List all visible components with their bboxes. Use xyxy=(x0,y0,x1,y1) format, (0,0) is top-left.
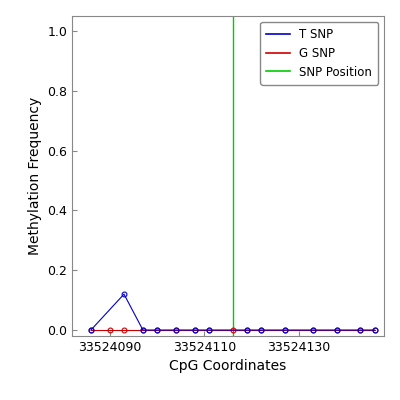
X-axis label: CpG Coordinates: CpG Coordinates xyxy=(169,360,287,374)
Legend: T SNP, G SNP, SNP Position: T SNP, G SNP, SNP Position xyxy=(260,22,378,84)
Y-axis label: Methylation Frequency: Methylation Frequency xyxy=(28,97,42,255)
